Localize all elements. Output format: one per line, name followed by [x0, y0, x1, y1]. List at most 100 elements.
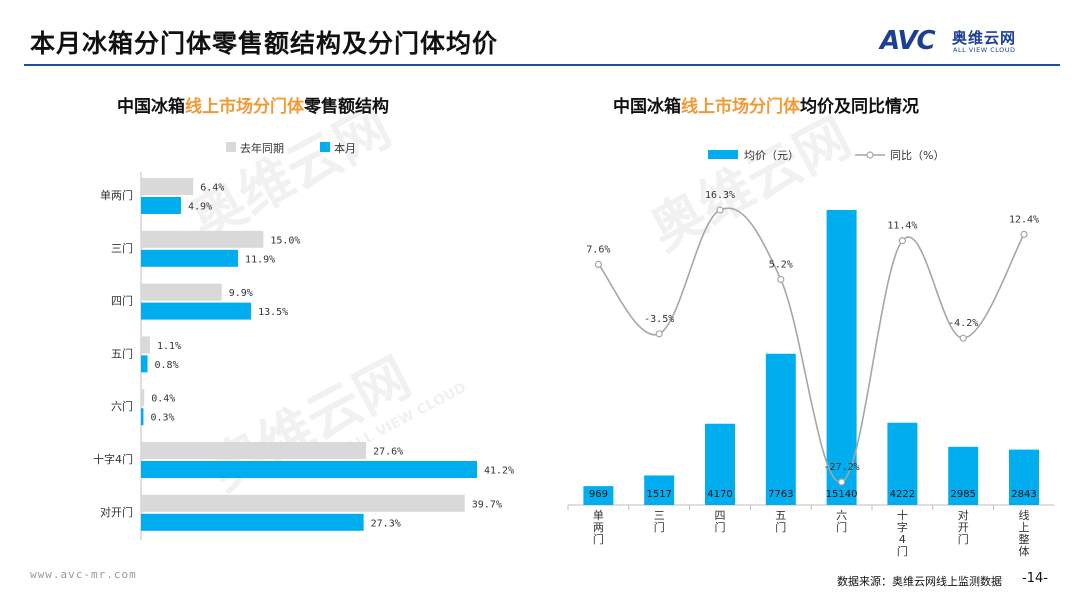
right-category-label: 线上整体 [1019, 508, 1030, 558]
bar-label-this-month: 0.8% [155, 360, 179, 371]
price-bar [765, 353, 796, 505]
bar-this-month [141, 513, 364, 531]
left-chart-title: 中国冰箱线上市场分门体零售额结构 [117, 92, 389, 117]
footer-url[interactable]: www.avc-mr.com [30, 568, 137, 581]
left-category-label: 六门 [111, 399, 133, 413]
bar-last-year [141, 230, 264, 248]
right-category-label: 五门 [775, 509, 786, 534]
bar-label-this-month: 27.3% [371, 518, 401, 529]
right-category-label: 三门 [654, 509, 665, 534]
yoy-label: -4.2% [948, 318, 978, 329]
yoy-label: 5.2% [769, 259, 793, 270]
legend-swatch-this-month [320, 142, 330, 152]
price-bar-label: 2843 [1011, 489, 1036, 500]
right-category-label: 对开门 [958, 508, 969, 546]
yoy-label: 16.3% [705, 190, 735, 201]
bar-this-month [141, 461, 477, 478]
page-title: 本月冰箱分门体零售额结构及分门体均价 [30, 29, 499, 58]
logo-mark: AVC [880, 26, 936, 56]
bar-label-this-month: 41.2% [484, 466, 514, 477]
left-title-suffix: 零售额结构 [304, 97, 389, 117]
left-category-label: 对开门 [100, 505, 133, 519]
yoy-marker [594, 260, 603, 268]
legend-label-this-month: 本月 [334, 141, 356, 155]
bar-this-month [141, 197, 181, 214]
right-category-label: 四门 [715, 509, 726, 534]
bar-last-year [141, 494, 465, 512]
price-bar [583, 486, 614, 505]
price-bar-label: 7763 [768, 489, 793, 500]
yoy-marker [655, 330, 663, 338]
bar-label-last-year: 0.4% [151, 394, 175, 405]
left-title-highlight: 线上市场分门体 [185, 97, 304, 117]
legend-label-yoy: 同比（%） [890, 149, 944, 162]
bar-last-year [141, 336, 150, 354]
bar-label-this-month: 13.5% [258, 307, 288, 318]
logo-en-text: ALL VIEW CLOUD [953, 46, 1016, 54]
right-category-label: 六门 [836, 509, 847, 534]
right-category-label: 单两门 [593, 509, 604, 546]
price-bar [644, 475, 675, 505]
price-bar-label: 1517 [646, 489, 671, 500]
brand-logo: AVC 奥维云网 ALL VIEW CLOUD [880, 26, 1050, 60]
header-rule [24, 64, 1060, 66]
yoy-marker [1020, 230, 1028, 238]
price-bar [705, 423, 735, 505]
bar-last-year [141, 283, 222, 301]
legend-label-last-year: 去年同期 [240, 141, 284, 155]
left-category-label: 五门 [111, 346, 133, 360]
price-bar-label: 15140 [826, 489, 858, 500]
price-bar-label: 2985 [950, 489, 975, 500]
left-category-label: 十字4门 [93, 452, 133, 466]
bar-label-this-month: 4.9% [188, 202, 212, 213]
right-title-suffix: 均价及同比情况 [800, 97, 919, 117]
yoy-label: 12.4% [1009, 214, 1039, 225]
legend-label-price: 均价（元） [744, 149, 799, 162]
bar-label-last-year: 27.6% [373, 447, 403, 458]
right-chart-title: 中国冰箱线上市场分门体均价及同比情况 [613, 92, 919, 117]
yoy-label: 7.6% [586, 244, 610, 255]
bar-label-last-year: 15.0% [270, 235, 300, 246]
yoy-label: -3.5% [644, 314, 674, 325]
bar-label-last-year: 39.7% [472, 499, 502, 510]
yoy-marker [777, 275, 785, 284]
bar-label-this-month: 11.9% [245, 254, 275, 265]
right-title-prefix: 中国冰箱 [613, 97, 681, 117]
yoy-label: -27.2% [824, 462, 860, 473]
bar-this-month [141, 408, 144, 426]
yoy-marker [716, 206, 724, 214]
price-bar [1009, 449, 1039, 505]
price-bar-label: 4170 [707, 489, 732, 500]
bar-this-month [141, 302, 252, 320]
bar-label-this-month: 0.3% [150, 413, 174, 424]
bar-last-year [141, 389, 145, 407]
left-category-label: 三门 [111, 241, 133, 255]
bar-this-month [141, 249, 239, 267]
bar-label-last-year: 9.9% [229, 288, 253, 299]
bar-last-year [141, 178, 194, 195]
yoy-label: 11.4% [887, 221, 917, 232]
legend-swatch-price [708, 150, 738, 159]
yoy-line [597, 207, 1025, 483]
yoy-marker [898, 237, 907, 245]
left-category-label: 单两门 [100, 188, 133, 202]
bar-last-year [141, 442, 367, 459]
logo-cn-text: 奥维云网 [952, 29, 1017, 47]
bar-label-last-year: 1.1% [157, 341, 181, 352]
legend-swatch-last-year [226, 142, 236, 152]
right-title-highlight: 线上市场分门体 [681, 97, 800, 117]
price-bar-label: 4222 [890, 489, 915, 500]
bar-this-month [141, 355, 148, 373]
price-bar [948, 446, 979, 505]
legend-marker-yoy [866, 151, 874, 159]
yoy-marker [837, 478, 846, 486]
price-bar [887, 422, 918, 505]
left-title-prefix: 中国冰箱 [117, 97, 185, 117]
footer-source: 数据来源：奥维云网线上监测数据 [837, 575, 1002, 588]
right-category-label: 十字 4 门 [897, 508, 908, 558]
yoy-marker [959, 334, 967, 342]
price-bar-label: 969 [589, 489, 608, 500]
bar-label-last-year: 6.4% [200, 183, 224, 194]
page-number: -14- [1022, 571, 1048, 586]
